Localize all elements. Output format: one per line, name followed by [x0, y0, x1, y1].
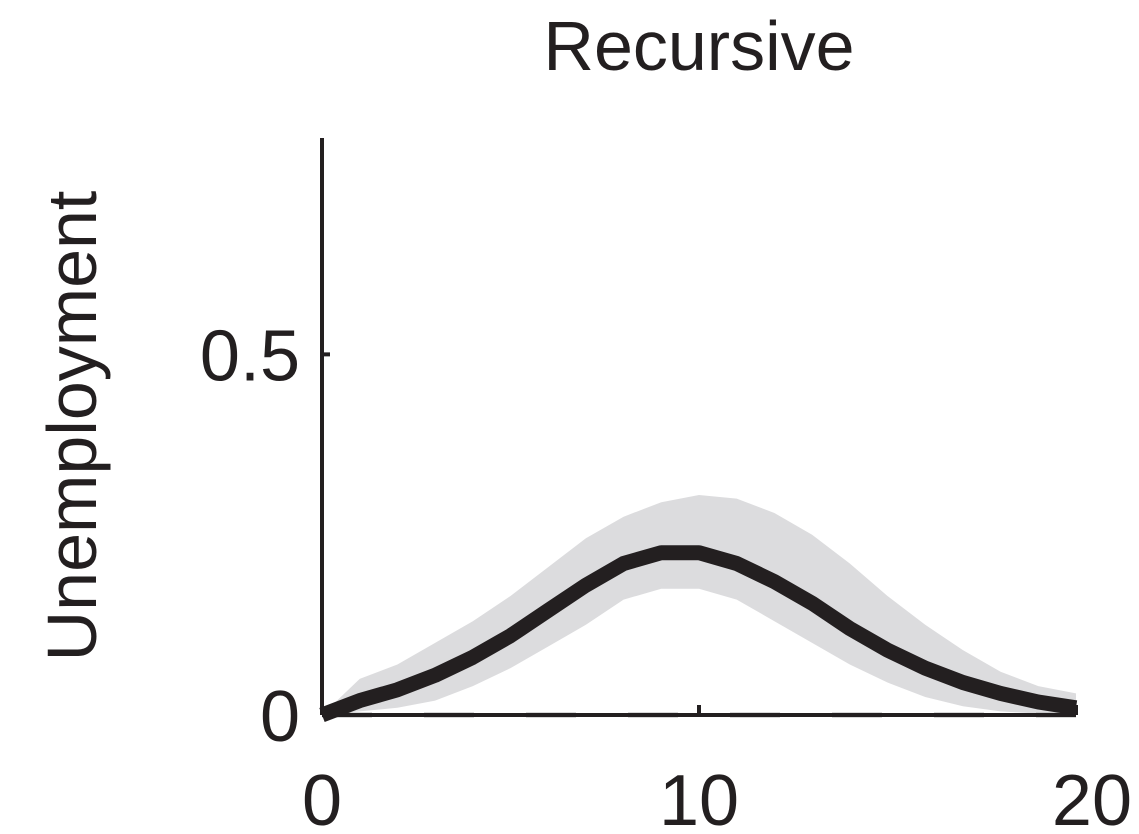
axes	[320, 138, 1078, 717]
confidence-band	[322, 495, 1076, 715]
median-series-line	[319, 545, 1078, 723]
y-tick-label: 0	[260, 677, 300, 757]
chart-title: Recursive	[543, 7, 854, 85]
y-tick-label: 0.5	[200, 316, 300, 396]
band-area	[322, 495, 1076, 715]
tick-labels: 0 0.5 0 10 20	[200, 316, 1132, 834]
y-axis-label: Unemployment	[33, 191, 111, 662]
x-tick-label: 0	[302, 761, 342, 834]
median-line	[319, 545, 1078, 723]
x-tick-label: 10	[659, 761, 739, 834]
x-tick-label: 20	[1052, 761, 1132, 834]
